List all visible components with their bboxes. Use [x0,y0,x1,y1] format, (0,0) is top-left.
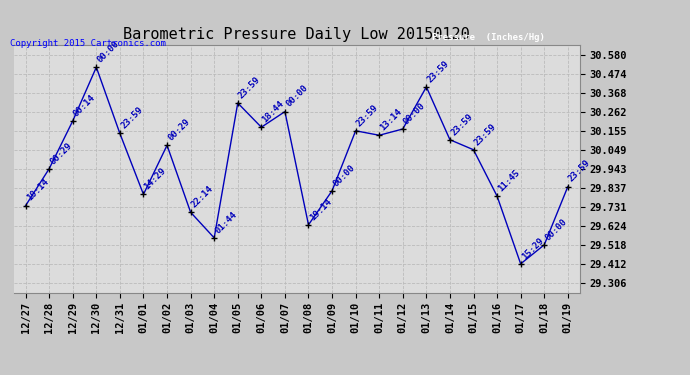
Text: Copyright 2015 Cartronics.com: Copyright 2015 Cartronics.com [10,39,166,48]
Text: 15:29: 15:29 [520,236,545,261]
Text: Pressure  (Inches/Hg): Pressure (Inches/Hg) [432,33,544,42]
Title: Barometric Pressure Daily Low 20150120: Barometric Pressure Daily Low 20150120 [124,27,470,42]
Text: 23:59: 23:59 [449,112,475,137]
Text: 00:29: 00:29 [48,141,74,166]
Text: 00:00: 00:00 [544,217,569,242]
Text: 23:59: 23:59 [567,159,593,184]
Text: 00:29: 00:29 [166,117,192,142]
Text: 01:44: 01:44 [213,210,239,235]
Text: 23:59: 23:59 [426,59,451,84]
Text: 00:00: 00:00 [402,101,427,126]
Text: 00:14: 00:14 [72,93,97,118]
Text: 10:14: 10:14 [25,177,50,203]
Text: 00:00: 00:00 [331,163,357,188]
Text: 23:59: 23:59 [237,75,262,100]
Text: 00:00: 00:00 [284,84,310,109]
Text: 13:14: 13:14 [378,107,404,132]
Text: 23:59: 23:59 [473,122,498,147]
Text: 23:59: 23:59 [355,103,380,128]
Text: 19:14: 19:14 [308,196,333,222]
Text: 22:14: 22:14 [190,184,215,210]
Text: 14:29: 14:29 [143,166,168,192]
Text: 23:59: 23:59 [119,105,144,131]
Text: 00:00: 00:00 [95,39,121,64]
Text: 18:44: 18:44 [261,99,286,124]
Text: 11:45: 11:45 [496,168,522,194]
